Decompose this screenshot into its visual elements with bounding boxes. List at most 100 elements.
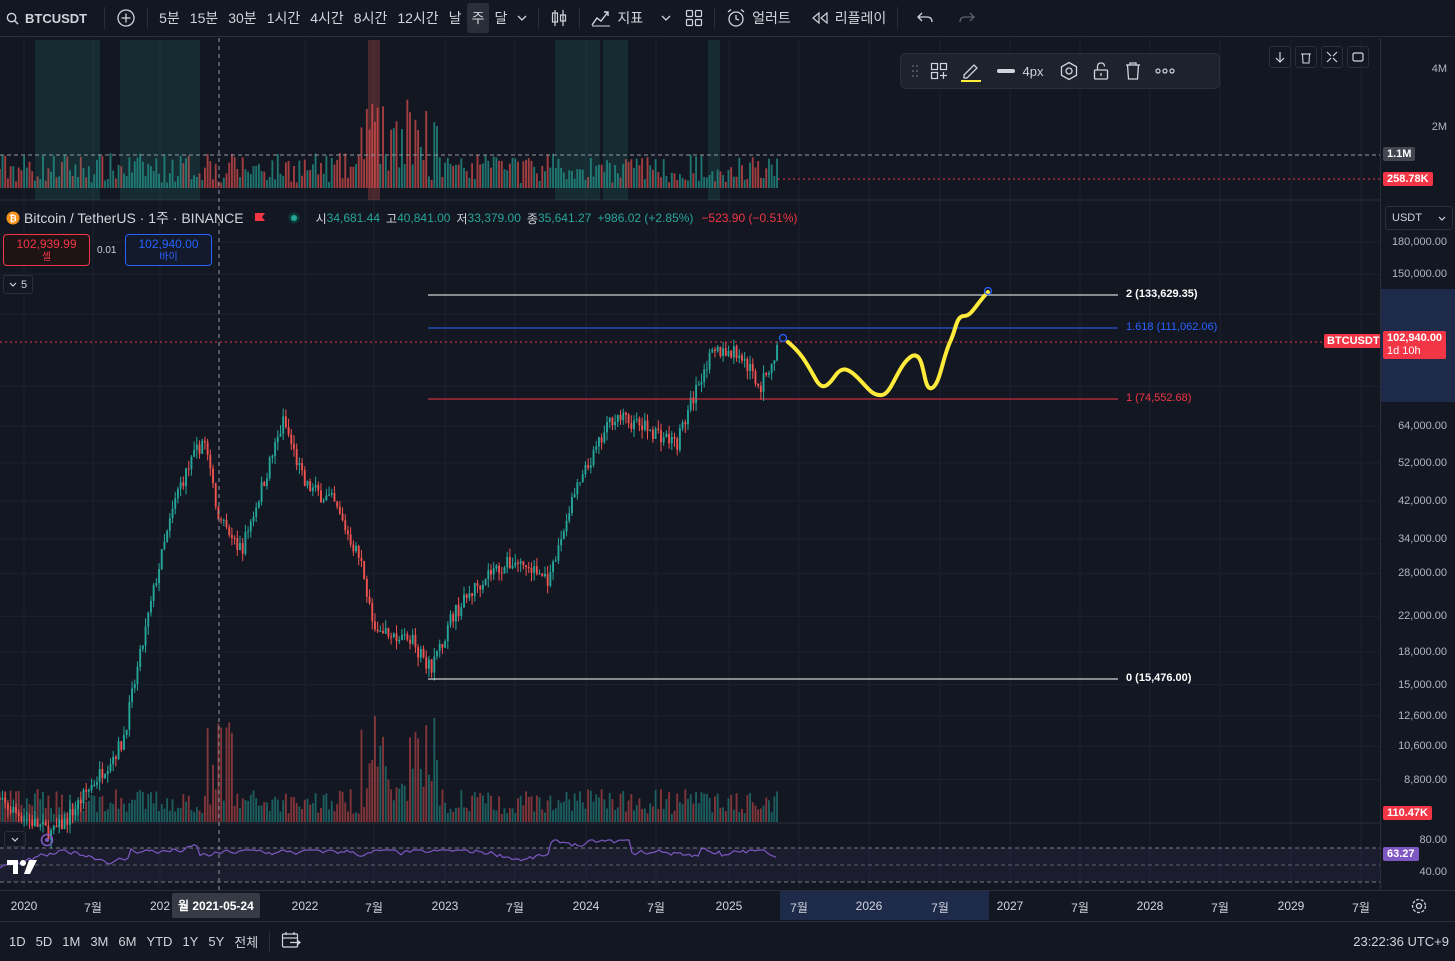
candle: [708, 352, 711, 370]
candle: [622, 412, 625, 421]
volume-bar: [158, 173, 160, 188]
interval-week[interactable]: 주: [466, 3, 490, 33]
volume-bar: [90, 795, 93, 822]
alert-button[interactable]: 얼러트: [721, 0, 796, 36]
volume-bar: [309, 804, 312, 822]
interval-month[interactable]: 달: [494, 10, 508, 26]
lock-button[interactable]: [1085, 57, 1117, 85]
volume-bar: [705, 793, 708, 822]
candle: [468, 593, 471, 598]
goto-date-button[interactable]: [276, 931, 306, 952]
price-scale[interactable]: USDT 180,000.00150,000.00120,000.0080,00…: [1380, 38, 1455, 890]
volume-bar: [651, 806, 654, 822]
rsi-collapse-button[interactable]: [4, 831, 26, 847]
time-axis[interactable]: 2020 7월 202 2022 7월 2023 7월 2024 7월 2025 7월 2026 7월 2…: [0, 890, 1455, 920]
range-ytd[interactable]: YTD: [146, 934, 173, 949]
redo-button[interactable]: [946, 0, 988, 36]
range-5y[interactable]: 5Y: [208, 934, 225, 949]
indicators-button[interactable]: 지표: [586, 0, 648, 36]
axis-settings-button[interactable]: [1410, 897, 1428, 918]
indicators-dropdown[interactable]: [656, 0, 676, 36]
flag-icon[interactable]: [254, 212, 266, 224]
candle: [376, 629, 379, 632]
volume-bar: [441, 789, 444, 822]
indicators-collapse[interactable]: 5: [3, 275, 33, 294]
volume-bar: [738, 157, 741, 188]
replay-button[interactable]: 리플레이: [806, 0, 892, 36]
settings-button[interactable]: [1053, 57, 1085, 85]
volume-bar: [120, 166, 123, 188]
clock[interactable]: 23:22:36 UTC+9: [1353, 934, 1449, 949]
price-chart[interactable]: [0, 38, 1380, 890]
candle: [344, 520, 347, 531]
tradingview-logo-icon[interactable]: [6, 858, 38, 879]
range-1m[interactable]: 1M: [62, 934, 81, 949]
template-button[interactable]: [923, 57, 955, 85]
volume-bar: [773, 176, 776, 188]
interval-8h[interactable]: 8시간: [353, 10, 388, 26]
interval-day[interactable]: 날: [448, 10, 462, 26]
sell-button[interactable]: 102,939.99 셀: [3, 234, 90, 266]
buy-button[interactable]: 102,940.00 바이: [125, 234, 212, 266]
volume-bar: [212, 764, 214, 822]
layout-button[interactable]: [680, 0, 708, 36]
range-1d[interactable]: 1D: [9, 934, 26, 949]
volume-bar: [276, 799, 279, 822]
candle: [562, 531, 565, 540]
volume-bar: [533, 166, 536, 188]
chart-pane[interactable]: ₿ Bitcoin / TetherUS · 1주 · BINANCE 시 34,…: [0, 38, 1380, 890]
collapse-pane-button[interactable]: [1321, 46, 1343, 68]
volume-bar: [384, 766, 387, 822]
add-symbol-button[interactable]: [111, 0, 141, 36]
currency-select[interactable]: USDT: [1385, 206, 1453, 230]
volume-bar: [743, 179, 746, 188]
interval-15m[interactable]: 15분: [189, 10, 219, 26]
interval-30m[interactable]: 30분: [228, 10, 257, 26]
volume-bar: [452, 166, 455, 188]
volume-bar: [104, 811, 107, 822]
volume-bar: [390, 129, 393, 188]
more-button[interactable]: [1149, 57, 1181, 85]
candle: [163, 541, 166, 549]
volume-bar: [236, 793, 239, 822]
delete-pane-button[interactable]: [1295, 46, 1317, 68]
line-color-button[interactable]: [955, 57, 987, 85]
volume-bar: [112, 804, 115, 822]
maximize-pane-button[interactable]: [1347, 46, 1369, 68]
interval-12h[interactable]: 12시간: [397, 10, 439, 26]
volume-bar: [33, 180, 36, 188]
move-pane-down-button[interactable]: [1269, 46, 1291, 68]
interval-dropdown[interactable]: [512, 0, 532, 36]
range-6m[interactable]: 6M: [118, 934, 137, 949]
drag-handle-icon[interactable]: [907, 57, 923, 85]
volume-bar: [163, 808, 166, 822]
volume-bar: [236, 168, 239, 188]
range-5d[interactable]: 5D: [35, 934, 53, 949]
interval-4h[interactable]: 4시간: [310, 10, 344, 26]
chart-type-button[interactable]: [545, 0, 573, 36]
interval-1h[interactable]: 1시간: [266, 10, 301, 26]
candle: [31, 820, 34, 826]
line-width-button[interactable]: 4px: [991, 57, 1049, 85]
range-1y[interactable]: 1Y: [182, 934, 199, 949]
volume-bar: [268, 176, 271, 188]
legend-title[interactable]: Bitcoin / TetherUS · 1주 · BINANCE: [24, 210, 244, 226]
volume-bar: [624, 159, 627, 188]
volume-bar: [576, 800, 579, 822]
volume-bar: [365, 788, 368, 822]
candle: [309, 481, 312, 492]
range-3m[interactable]: 3M: [90, 934, 109, 949]
range-all[interactable]: 전체: [234, 935, 259, 950]
symbol-search[interactable]: BTCUSDT: [0, 0, 92, 36]
volume-bar: [158, 811, 160, 822]
chart-legend: ₿ Bitcoin / TetherUS · 1주 · BINANCE 시 34,…: [0, 206, 798, 230]
volume-bar: [511, 157, 514, 188]
volume-bar: [446, 157, 449, 188]
candle: [633, 420, 635, 429]
undo-button[interactable]: [904, 0, 946, 36]
volume-bar: [23, 155, 26, 188]
delete-button[interactable]: [1117, 57, 1149, 85]
volume-bar: [228, 162, 231, 188]
interval-5m[interactable]: 5분: [159, 10, 180, 26]
rsi-indicator-icon[interactable]: [40, 833, 54, 850]
